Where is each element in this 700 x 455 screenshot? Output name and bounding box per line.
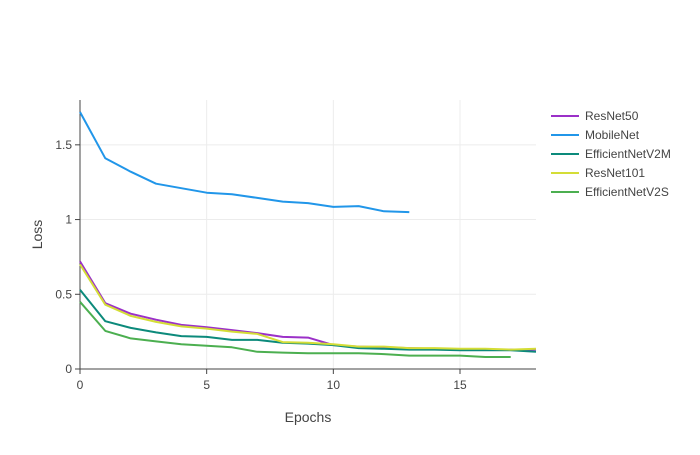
legend-label: ResNet50 bbox=[585, 109, 639, 123]
series-line-resnet50 bbox=[79, 260, 536, 351]
legend-item-efficientnetv2m[interactable]: EfficientNetV2M bbox=[551, 147, 671, 161]
legend-item-resnet101[interactable]: ResNet101 bbox=[551, 166, 645, 180]
tick-layer: 0 5 10 15 0 0.5 1 1.5 bbox=[55, 138, 467, 392]
legend-item-efficientnetv2s[interactable]: EfficientNetV2S bbox=[551, 185, 669, 199]
x-tick-label: 0 bbox=[77, 378, 84, 392]
legend-label: MobileNet bbox=[585, 128, 640, 142]
legend-label: EfficientNetV2M bbox=[585, 147, 671, 161]
legend[interactable]: ResNet50 MobileNet EfficientNetV2M ResNet10… bbox=[551, 109, 671, 199]
y-tick-label: 0.5 bbox=[55, 287, 72, 301]
series-line-efficientnetv2s bbox=[79, 301, 511, 358]
x-tick-label: 5 bbox=[203, 378, 210, 392]
legend-item-mobilenet[interactable]: MobileNet bbox=[551, 128, 640, 142]
y-tick-label: 1.5 bbox=[55, 138, 72, 152]
legend-label: EfficientNetV2S bbox=[585, 185, 669, 199]
series-line-mobilenet bbox=[79, 111, 410, 214]
legend-label: ResNet101 bbox=[585, 166, 645, 180]
x-tick-label: 15 bbox=[453, 378, 467, 392]
legend-item-resnet50[interactable]: ResNet50 bbox=[551, 109, 639, 123]
x-tick-label: 10 bbox=[327, 378, 341, 392]
y-tick-label: 1 bbox=[65, 213, 72, 227]
series-line-resnet101 bbox=[79, 263, 537, 351]
y-axis-title: Loss bbox=[29, 220, 45, 250]
axes-layer bbox=[79, 100, 536, 370]
series-layer bbox=[79, 111, 537, 358]
grid-layer bbox=[80, 100, 536, 369]
y-tick-label: 0 bbox=[65, 362, 72, 376]
x-axis-title: Epochs bbox=[285, 409, 332, 425]
